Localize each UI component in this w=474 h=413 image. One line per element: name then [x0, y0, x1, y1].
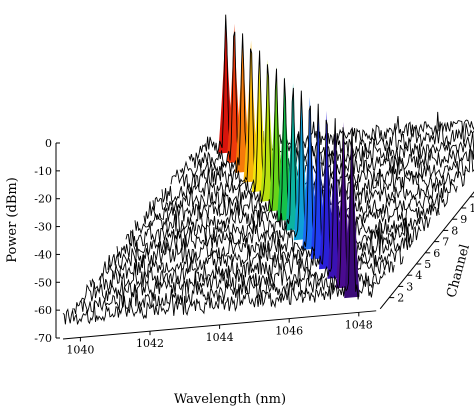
channel-tick-label: 7: [442, 236, 449, 249]
trace-base-14: [180, 33, 474, 192]
peak-fill-1: [344, 126, 360, 299]
wavelength-tick-label: 1046: [275, 325, 303, 338]
channel-tick-label: 4: [415, 269, 422, 282]
y-axis-label: Power (dBm): [5, 177, 20, 263]
channel-tick-label: 5: [424, 258, 431, 271]
channel-tick-label: 3: [406, 280, 413, 293]
trace-base-3: [81, 118, 395, 315]
channel-traces: [62, 14, 474, 337]
channel-tick-label: 8: [451, 224, 458, 237]
trace-line-1: [62, 128, 377, 325]
trace-line-14: [179, 33, 474, 179]
channel-trace-1: [62, 126, 377, 337]
wavelength-tick-label: 1042: [136, 337, 164, 350]
trace-base-11: [153, 64, 467, 225]
trace-base-1: [63, 128, 377, 337]
power-tick-label: -70: [34, 332, 52, 345]
trace-base-5: [99, 103, 413, 293]
x-axis-label: Wavelength (nm): [174, 392, 286, 407]
wavelength-tick-label: 1040: [66, 343, 94, 356]
channel-tick-label: 2: [397, 292, 404, 305]
power-tick-label: -50: [34, 276, 52, 289]
channel-axis-label: Channel: [444, 243, 473, 300]
trace-base-13: [171, 48, 474, 203]
power-tick-label: 0: [45, 137, 52, 150]
wavelength-tick-label: 1048: [345, 318, 373, 331]
channel-tick-label: 9: [460, 213, 467, 226]
power-tick-label: -20: [34, 193, 52, 206]
power-tick-label: -40: [34, 248, 52, 261]
channel-axis-line: [379, 191, 474, 310]
power-tick-label: -60: [34, 304, 52, 317]
trace-base-15: [189, 31, 474, 181]
channel-axis-ticks: 2345678910111213141516: [379, 191, 474, 310]
power-tick-label: -10: [34, 165, 52, 178]
wavelength-tick-label: 1044: [206, 331, 234, 344]
power-tick-label: -30: [34, 221, 52, 234]
channel-tick-label: 6: [433, 247, 440, 260]
axes: 0-10-20-30-40-50-60-70 1040 1042 1044 1046 1…: [34, 137, 474, 356]
trace-base-16: [198, 14, 474, 169]
power-axis-ticks: 0 -10 -20 -30 -40 -50 -60 -70: [34, 137, 60, 345]
channel-tick-label: 10: [469, 202, 474, 215]
wavelength-axis-ticks: 1040 1042 1044 1046 1048: [62, 310, 377, 356]
trace-base-8: [126, 87, 440, 259]
